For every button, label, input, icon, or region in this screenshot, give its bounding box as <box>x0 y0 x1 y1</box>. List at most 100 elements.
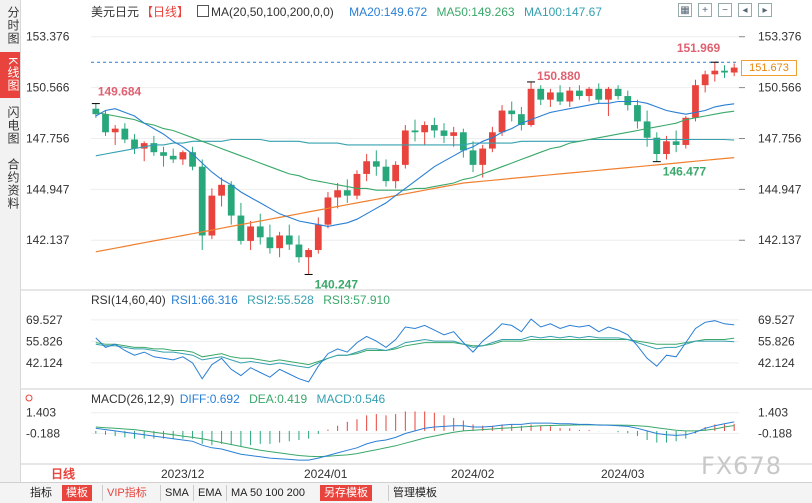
candle-body <box>295 244 303 258</box>
ma-icon <box>197 5 210 17</box>
price-axis-label-left: 147.756 <box>26 131 70 145</box>
extreme-label: 146.477 <box>663 165 707 179</box>
candle-body <box>92 108 100 115</box>
candle-body <box>440 130 448 136</box>
tab-contract-info[interactable]: 合约资料 <box>6 158 20 210</box>
price-axis-label: 153.376 <box>758 30 802 44</box>
save-template-button[interactable]: 另存模板 <box>320 485 372 501</box>
rsi3-value: RSI3:57.910 <box>323 293 390 307</box>
macd-axis-label-left: -0.188 <box>26 426 60 440</box>
contract-icon[interactable]: ▸ <box>758 3 772 17</box>
candle-body <box>363 161 371 174</box>
chart-svg: 149.684 150.880 151.969 140.247 146.477 153.… <box>21 30 812 481</box>
candle-body <box>682 117 690 145</box>
ma50-line <box>95 110 735 191</box>
ma100-value: MA100:147.67 <box>523 5 602 19</box>
candle-body <box>421 125 429 133</box>
candle-body <box>247 226 254 241</box>
candle-body <box>198 166 206 236</box>
rsi-label: RSI(14,60,40) <box>91 293 166 307</box>
extreme-label: 140.247 <box>315 277 359 291</box>
candle-body <box>508 110 516 115</box>
diff-line <box>95 421 735 461</box>
candle-body <box>566 90 574 102</box>
ma-preset-button[interactable]: MA 50 100 200 <box>226 485 309 501</box>
ma50-value: MA50:149.263 <box>436 5 515 19</box>
price-axis-label: 150.566 <box>758 81 802 95</box>
candle-body <box>547 92 554 100</box>
tab-timeshare[interactable]: 分时图 <box>6 5 20 45</box>
sma-button[interactable]: SMA <box>160 485 193 501</box>
candle-body <box>624 96 632 106</box>
candle-body <box>605 88 612 100</box>
candle-body <box>537 88 545 100</box>
zoom-in-icon[interactable]: + <box>698 3 712 17</box>
candle-body <box>343 190 351 196</box>
candle-body <box>160 152 167 156</box>
candle-body <box>227 184 235 216</box>
macd-legend: MACD(26,12,9) DIFF:0.692 DEA:0.419 MACD:… <box>91 392 391 406</box>
x-axis-label: 2024/03 <box>601 467 645 481</box>
rsi-panel <box>95 318 735 383</box>
x-axis-label: 2024/02 <box>451 467 495 481</box>
candle-body <box>672 141 680 145</box>
template-button[interactable]: 模板 <box>62 485 92 501</box>
candle-body <box>314 224 322 250</box>
candle-body <box>576 90 583 97</box>
candle-body <box>653 137 661 154</box>
ema-button[interactable]: EMA <box>193 485 226 501</box>
diff-value: DIFF:0.692 <box>179 392 240 406</box>
period-tag[interactable]: 【日线】 <box>141 5 190 19</box>
vip-indicator-button[interactable]: VIP指标 <box>102 485 151 501</box>
rsi-axis-label-left: 69.527 <box>26 313 63 327</box>
candle-body <box>256 226 264 238</box>
candle-body <box>527 88 535 126</box>
main-legend: 美元日元 【日线】 MA(20,50,100,200,0,0) MA20:149.6… <box>91 3 608 20</box>
rsi-axis-label: 55.826 <box>758 334 795 348</box>
price-axis-label-left: 144.947 <box>26 182 70 196</box>
candle-body <box>131 139 138 149</box>
candle-body <box>711 70 719 75</box>
indicator-button[interactable]: 指标 <box>30 487 52 499</box>
candle-body <box>401 130 409 165</box>
rsi-axis-label-left: 42.124 <box>26 356 63 370</box>
price-axis-label: 144.947 <box>758 182 802 196</box>
tab-kline[interactable]: K线图 <box>0 52 20 98</box>
extreme-label: 150.880 <box>537 69 581 83</box>
macd-axis-label-left: 1.403 <box>26 406 56 420</box>
candle-body <box>721 70 728 73</box>
candle-body <box>372 161 380 167</box>
ma20-value: MA20:149.672 <box>349 5 428 19</box>
symbol-name: 美元日元 <box>91 5 140 19</box>
candle-body <box>140 143 148 149</box>
macd-axis-label: 1.403 <box>758 406 788 420</box>
candle-body <box>266 237 274 249</box>
manage-template-button[interactable]: 管理模板 <box>388 485 441 501</box>
candle-body <box>595 88 603 100</box>
candle-body <box>585 88 593 97</box>
candle-body <box>411 130 419 133</box>
rsi-axis-label: 42.124 <box>758 356 795 370</box>
tab-flash[interactable]: 闪电图 <box>6 105 20 145</box>
candle-body <box>121 128 129 140</box>
zoom-out-icon[interactable]: − <box>718 3 732 17</box>
grid-toggle-icon[interactable]: ▦ <box>678 3 692 17</box>
candle-body <box>450 132 458 136</box>
candle-body <box>701 74 709 86</box>
candle-body <box>150 143 158 153</box>
chart-area[interactable]: 149.684 150.880 151.969 140.247 146.477 153.… <box>21 0 812 482</box>
ma20-line <box>95 100 735 227</box>
candle-body <box>353 173 361 196</box>
x-axis-label: 2023/12 <box>161 467 205 481</box>
dea-line <box>95 424 735 458</box>
macd-panel <box>95 411 735 461</box>
candle-body <box>663 141 670 154</box>
current-price-tag: 151.673 <box>741 59 797 76</box>
candle-body <box>285 235 293 245</box>
ma-params: MA(20,50,100,200,0,0) <box>211 5 334 19</box>
rsi1-line <box>95 318 735 383</box>
candle-body <box>111 128 119 133</box>
expand-icon[interactable]: ◂ <box>738 3 752 17</box>
rsi2-value: RSI2:55.528 <box>247 293 314 307</box>
rsi-legend: RSI(14,60,40) RSI1:66.316 RSI2:55.528 RS… <box>91 293 396 307</box>
